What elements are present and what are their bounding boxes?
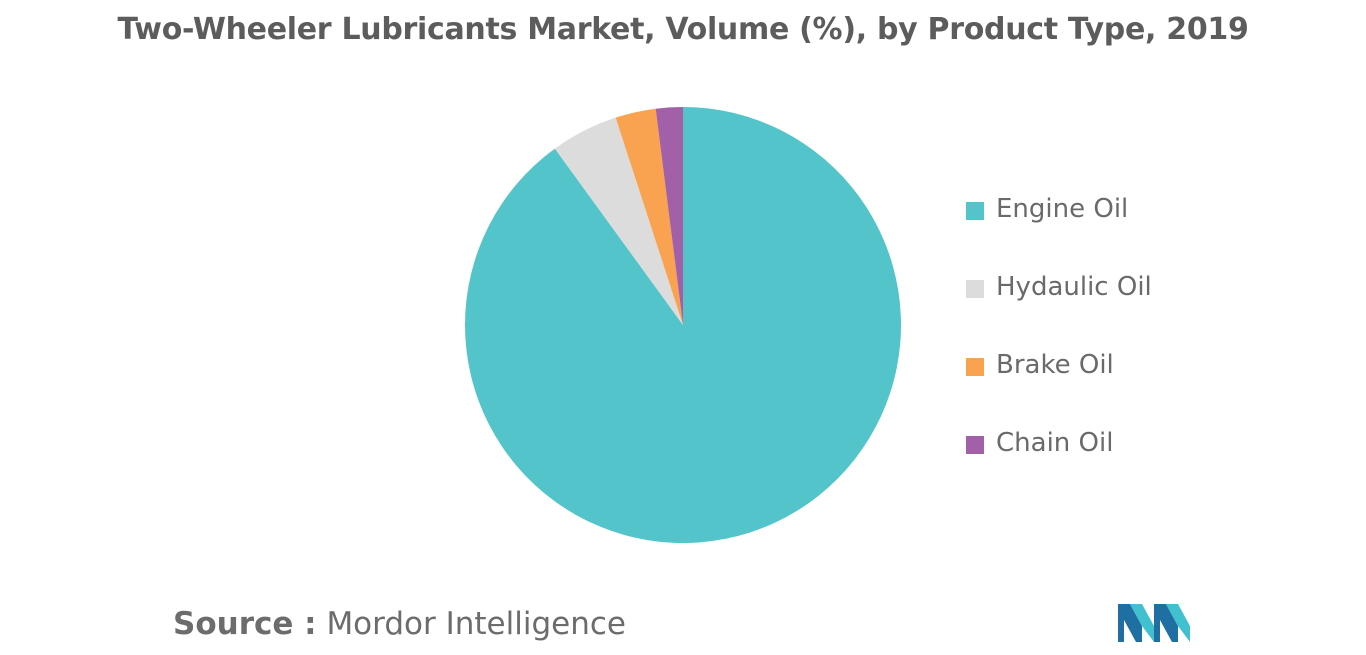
- pie-slice-brake-oil: [615, 108, 683, 325]
- pie-slice-chain-oil: [655, 107, 683, 325]
- pie-slice-hydaulic-oil: [554, 117, 683, 325]
- legend-swatch-hydaulic-oil: [966, 280, 984, 298]
- legend-swatch-chain-oil: [966, 436, 984, 454]
- legend-label-hydaulic-oil: Hydaulic Oil: [996, 272, 1152, 302]
- source-name: Mordor Intelligence: [326, 606, 626, 642]
- legend-label-brake-oil: Brake Oil: [996, 350, 1114, 380]
- legend-label-chain-oil: Chain Oil: [996, 428, 1114, 458]
- chart-title: Two-Wheeler Lubricants Market, Volume (%…: [117, 12, 1249, 47]
- legend-swatch-engine-oil: [966, 202, 984, 220]
- mordor-intelligence-logo-icon: [1118, 604, 1190, 642]
- pie-slice-engine-oil: [464, 107, 901, 543]
- legend-swatch-brake-oil: [966, 358, 984, 376]
- legend-label-engine-oil: Engine Oil: [996, 194, 1129, 224]
- source-note: Source : Mordor Intelligence: [173, 606, 626, 642]
- source-prefix: Source :: [173, 606, 317, 642]
